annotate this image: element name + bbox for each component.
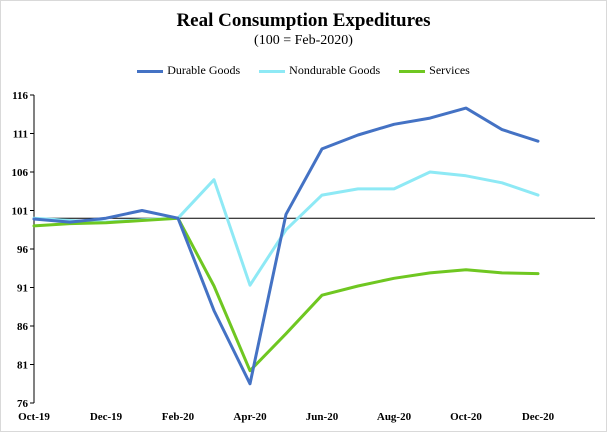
- y-tick-label: 96: [17, 244, 29, 256]
- chart-legend: Durable Goods Nondurable Goods Services: [0, 62, 607, 78]
- x-tick-label: Oct-19: [18, 411, 50, 423]
- y-tick-label: 91: [17, 283, 28, 295]
- x-tick-label: Oct-20: [450, 411, 482, 423]
- y-tick-label: 101: [12, 206, 29, 218]
- x-tick-label: Dec-19: [90, 411, 123, 423]
- legend-swatch-nondurable-goods: [259, 69, 286, 73]
- y-tick-label: 76: [17, 398, 29, 410]
- legend-label-nondurable-goods: Nondurable Goods: [289, 62, 381, 77]
- y-tick-label: 111: [13, 129, 28, 141]
- x-tick-label: Apr-20: [233, 411, 267, 423]
- legend-item-services: Services: [399, 63, 470, 78]
- y-tick-label: 81: [17, 360, 28, 372]
- chart-subtitle: (100 = Feb-2020): [254, 33, 353, 48]
- legend-item-durable-goods: Durable Goods: [137, 63, 240, 78]
- legend-swatch-durable-goods: [137, 69, 164, 73]
- series-line-nondurable-goods: [32, 170, 540, 287]
- x-tick-label: Feb-20: [162, 411, 195, 423]
- chart-title: Real Consumption Expeditures: [176, 10, 431, 31]
- legend-label-services: Services: [429, 62, 470, 77]
- x-tick-label: Dec-20: [522, 411, 555, 423]
- y-tick-label: 86: [17, 321, 29, 333]
- legend-item-nondurable-goods: Nondurable Goods: [259, 63, 380, 78]
- legend-label-durable-goods: Durable Goods: [167, 62, 241, 77]
- series-line-services: [32, 216, 540, 373]
- y-tick-label: 116: [12, 90, 28, 102]
- x-tick-label: Aug-20: [377, 411, 412, 423]
- legend-swatch-services: [399, 69, 426, 73]
- x-tick-label: Jun-20: [306, 411, 339, 423]
- y-tick-label: 106: [12, 167, 29, 179]
- series-line-durable-goods: [32, 106, 540, 386]
